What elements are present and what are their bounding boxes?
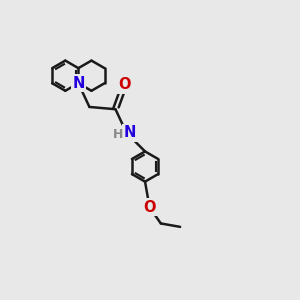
Text: O: O (143, 200, 156, 215)
Text: H: H (113, 128, 123, 141)
Text: N: N (72, 76, 85, 91)
Text: N: N (124, 125, 136, 140)
Text: O: O (118, 77, 131, 92)
